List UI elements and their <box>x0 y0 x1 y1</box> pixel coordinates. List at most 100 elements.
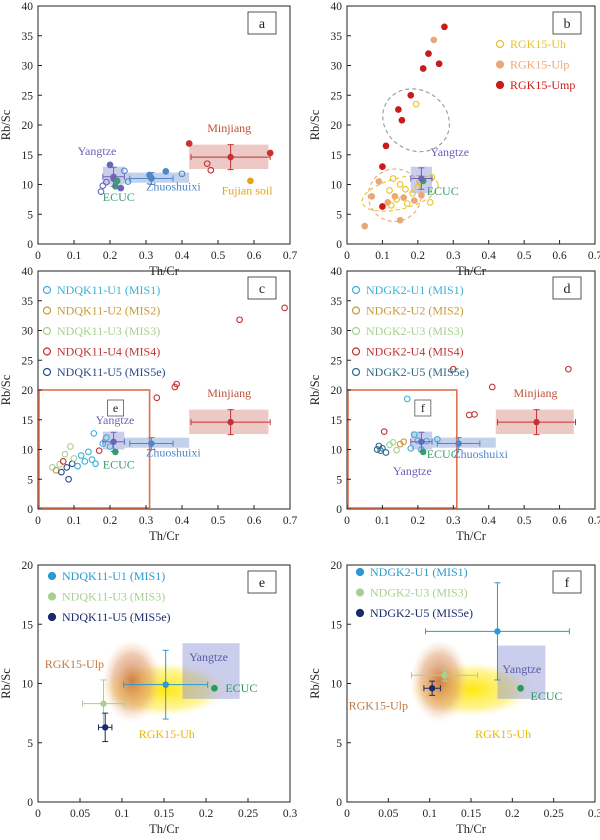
data-point <box>103 434 110 441</box>
legend-entry: RGK15-Ulp <box>510 58 569 72</box>
data-point <box>403 395 411 403</box>
panel-e: RGK15-Ulp Yangtze ECUC RGK15-Uh 0 0.05 0.1 0.15… <box>0 560 297 836</box>
legend-entry: NDGK2-U5 (MIS5e) <box>370 606 473 620</box>
y-tick-label: 10 <box>22 679 34 691</box>
x-tick-label: 0.2 <box>103 250 118 262</box>
y-tick-label: 10 <box>331 445 343 457</box>
x-tick-label: 0.3 <box>283 808 298 820</box>
data-point <box>368 193 376 200</box>
data-point <box>441 23 448 31</box>
x-tick-label: 0.6 <box>552 515 567 527</box>
x-tick-label: 0.25 <box>544 808 564 820</box>
x-tick-label: 0.15 <box>154 808 174 820</box>
y-tick-label: 15 <box>22 619 34 631</box>
annotation-label: Yangtze <box>393 464 432 478</box>
data-point <box>400 438 408 446</box>
legend-marker <box>351 306 361 315</box>
x-tick-label: 0.3 <box>446 250 461 262</box>
annotation-label: Minjiang <box>207 121 251 135</box>
annotation-label: ECUC <box>103 190 135 204</box>
panel-label-box <box>247 11 277 35</box>
y-tick-label: 20 <box>22 120 34 132</box>
x-tick-label: 0.1 <box>67 515 82 527</box>
errorbar-mean <box>110 173 117 180</box>
annotation-label: ECUC <box>531 689 563 703</box>
x-tick-label: 0.05 <box>70 808 90 820</box>
data-point <box>410 197 418 204</box>
annotation-label: RGK15-Uh <box>475 727 531 741</box>
y-tick-label: 35 <box>331 296 343 308</box>
data-point <box>419 65 427 72</box>
data-point <box>106 443 114 450</box>
data-point <box>375 178 383 185</box>
x-tick-label: 0.1 <box>375 250 390 262</box>
data-point <box>382 449 390 456</box>
annotation-label: Zhuoshuixi <box>453 447 508 461</box>
x-tick-label: 0 <box>344 250 350 262</box>
data-point <box>74 462 81 470</box>
annotation-label: RGK15-Ulp <box>45 657 104 671</box>
x-axis-label: Th/Cr <box>149 529 180 543</box>
x-tick-label: 0.3 <box>139 250 154 262</box>
legend-marker <box>351 285 361 295</box>
data-point <box>162 168 170 175</box>
data-point <box>389 439 397 446</box>
x-tick-label: 0.2 <box>411 250 426 262</box>
x-tick-label: 0.6 <box>247 250 262 262</box>
data-point <box>203 160 211 168</box>
data-point <box>99 182 107 190</box>
errorbar-mean <box>428 685 436 692</box>
errorbar-mean <box>110 438 117 445</box>
data-point <box>58 468 65 476</box>
data-point <box>97 188 105 195</box>
y-tick-label: 0 <box>27 504 33 516</box>
data-point <box>396 216 404 224</box>
errorbar-mean <box>148 175 155 182</box>
y-tick-label: 40 <box>331 266 343 278</box>
data-point <box>379 163 386 170</box>
x-tick-label: 0.05 <box>378 808 398 820</box>
x-tick-label: 0.2 <box>103 515 118 527</box>
data-point <box>67 443 74 450</box>
errorbar-mean <box>227 418 234 426</box>
y-axis-label: Rb/Sc <box>0 109 13 140</box>
data-point <box>247 177 254 185</box>
data-point <box>425 50 432 57</box>
data-point <box>410 431 418 438</box>
annotation-label: Zhuoshuixi <box>146 446 201 460</box>
legend-entry: NDGK2-U1 (MIS1) <box>366 283 464 297</box>
y-tick-label: 15 <box>331 619 343 631</box>
data-point <box>403 200 411 207</box>
legend-marker <box>495 60 505 69</box>
y-tick-label: 15 <box>331 150 343 162</box>
y-tick-label: 25 <box>331 355 343 367</box>
y-tick-label: 5 <box>336 738 342 750</box>
data-point <box>81 458 89 465</box>
y-tick-label: 35 <box>331 31 343 43</box>
legend-marker <box>351 367 361 377</box>
annotation-label: Minjiang <box>207 386 251 400</box>
zoom-rect-label: e <box>113 401 118 415</box>
x-tick-label: 0.15 <box>461 808 481 820</box>
source-range-box <box>182 643 240 699</box>
data-point <box>236 316 243 324</box>
panel-label: b <box>564 17 571 32</box>
errorbar-mean <box>102 724 109 731</box>
y-tick-label: 20 <box>22 560 34 572</box>
x-tick-label: 0.3 <box>139 515 154 527</box>
legend-entry: RGK15-Uh <box>510 37 566 51</box>
panel-label-box <box>552 276 582 300</box>
data-point <box>379 203 386 210</box>
legend-marker <box>355 608 365 618</box>
data-point <box>106 161 114 169</box>
y-axis-label: Rb/Sc <box>308 668 322 699</box>
annotation-label: Yangtze <box>96 413 135 427</box>
legend-entry: NDGK2-U4 (MIS4) <box>366 345 464 359</box>
field-ellipse <box>382 88 450 153</box>
data-point <box>396 181 404 188</box>
legend-entry: NDGK2-U1 (MIS1) <box>370 565 468 579</box>
data-point <box>393 446 400 454</box>
x-tick-label: 0.7 <box>283 250 298 262</box>
